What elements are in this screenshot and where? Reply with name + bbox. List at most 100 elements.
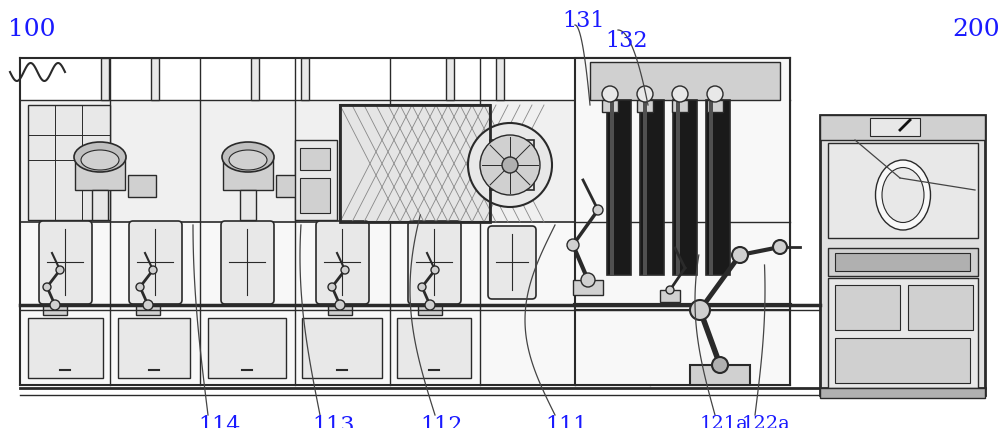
Bar (637, 100, 653, 112)
Bar (607, 100, 631, 275)
Bar (602, 100, 618, 112)
Text: 121a: 121a (700, 415, 749, 428)
Bar (136, 305, 160, 315)
Bar (101, 58, 109, 100)
Bar (75, 155, 125, 190)
FancyBboxPatch shape (221, 221, 274, 304)
Bar (835, 253, 970, 271)
Circle shape (335, 300, 345, 310)
Bar (251, 58, 259, 100)
Circle shape (143, 300, 153, 310)
Circle shape (707, 86, 723, 102)
Bar (200, 222, 295, 385)
Circle shape (43, 283, 51, 291)
Bar (295, 222, 390, 385)
Circle shape (480, 135, 540, 195)
Circle shape (593, 205, 603, 215)
Bar (302, 318, 382, 378)
Bar (835, 338, 970, 383)
Circle shape (712, 357, 728, 373)
Bar (490, 140, 534, 190)
FancyBboxPatch shape (129, 221, 182, 304)
Circle shape (666, 286, 674, 294)
FancyBboxPatch shape (39, 221, 92, 304)
Circle shape (672, 86, 688, 102)
Bar (240, 190, 256, 220)
Circle shape (50, 300, 60, 310)
Circle shape (602, 86, 618, 102)
Circle shape (149, 266, 157, 274)
Bar (390, 222, 480, 385)
Bar (328, 305, 352, 315)
Bar (676, 100, 680, 275)
Bar (276, 175, 304, 197)
Ellipse shape (876, 160, 930, 230)
Bar (300, 178, 330, 213)
Bar (223, 155, 273, 190)
Bar (43, 305, 67, 315)
Bar (820, 115, 985, 395)
Circle shape (56, 266, 64, 274)
Text: 114: 114 (198, 415, 240, 428)
Bar (573, 280, 603, 295)
Bar (295, 140, 337, 220)
Ellipse shape (81, 150, 119, 170)
Circle shape (418, 283, 426, 291)
Bar (575, 58, 790, 385)
Text: 132: 132 (605, 30, 648, 52)
Circle shape (567, 239, 579, 251)
Bar (397, 318, 471, 378)
Circle shape (431, 266, 439, 274)
Text: 200: 200 (952, 18, 1000, 41)
Bar (590, 62, 780, 100)
Circle shape (502, 157, 518, 173)
FancyBboxPatch shape (408, 221, 461, 304)
Text: 112: 112 (420, 415, 462, 428)
Circle shape (341, 266, 349, 274)
Circle shape (732, 247, 748, 263)
Text: 131: 131 (562, 10, 604, 32)
Circle shape (328, 283, 336, 291)
Circle shape (637, 86, 653, 102)
Bar (643, 100, 647, 275)
Bar (820, 115, 985, 140)
Bar (128, 175, 156, 197)
Bar (660, 290, 680, 302)
Bar (28, 318, 103, 378)
Bar (828, 248, 978, 276)
Bar (20, 100, 790, 222)
Bar (496, 58, 504, 100)
FancyBboxPatch shape (488, 226, 536, 299)
Bar (820, 388, 985, 398)
Bar (640, 100, 664, 275)
Text: 100: 100 (8, 18, 56, 41)
Bar (672, 100, 688, 112)
Bar (835, 285, 900, 330)
Bar (690, 365, 750, 385)
Bar (110, 222, 200, 385)
Bar (870, 118, 920, 136)
Bar (92, 190, 108, 220)
Bar (151, 58, 159, 100)
Bar (118, 318, 190, 378)
Circle shape (468, 123, 552, 207)
Ellipse shape (229, 150, 267, 170)
Bar (709, 100, 713, 275)
Circle shape (773, 240, 787, 254)
Circle shape (425, 300, 435, 310)
Bar (673, 100, 697, 275)
Bar (418, 305, 442, 315)
Text: 122a: 122a (742, 415, 791, 428)
Circle shape (136, 283, 144, 291)
FancyBboxPatch shape (316, 221, 369, 304)
Circle shape (581, 273, 595, 287)
Bar (20, 222, 110, 385)
Bar (301, 58, 309, 100)
Bar (908, 285, 973, 330)
Bar (610, 100, 614, 275)
Bar (706, 100, 730, 275)
Bar (828, 143, 978, 238)
Bar (446, 58, 454, 100)
Bar (340, 105, 490, 222)
Bar (828, 278, 978, 388)
